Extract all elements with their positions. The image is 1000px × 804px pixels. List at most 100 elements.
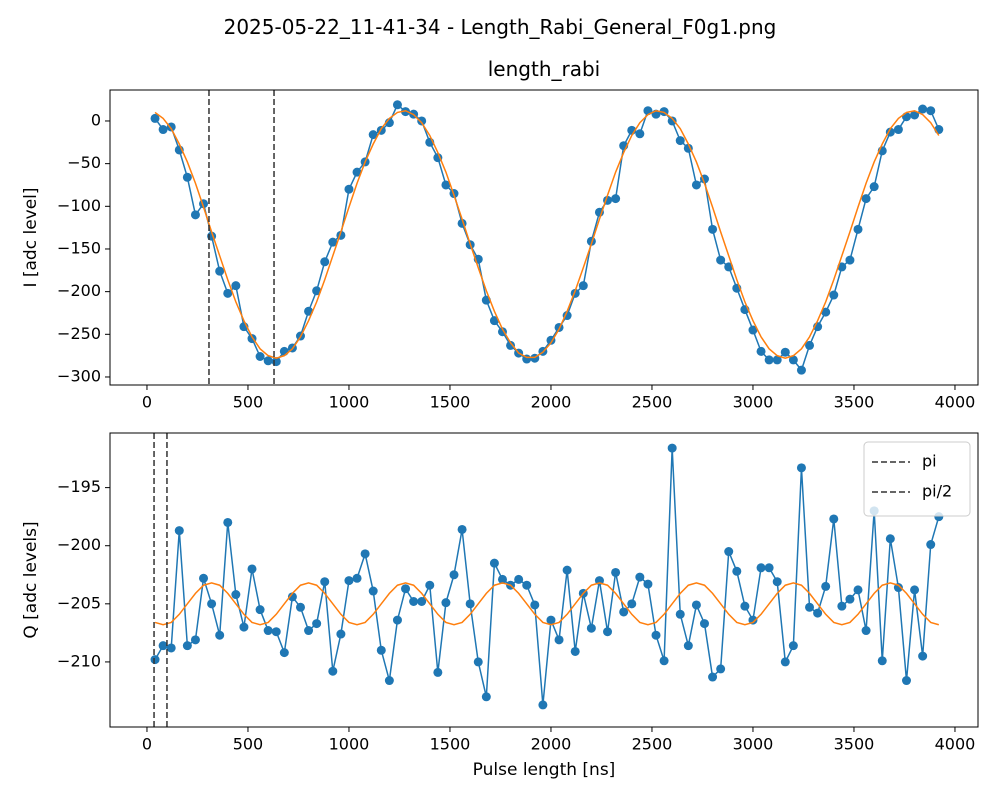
axes-frame (109, 89, 979, 386)
data-point (796, 365, 806, 375)
x-tick-label: 500 (233, 735, 264, 754)
data-point (554, 635, 564, 645)
data-point (263, 356, 273, 366)
data-point (651, 630, 661, 640)
data-point (910, 585, 920, 595)
data-point (659, 656, 669, 666)
x-tick-label: 3000 (733, 393, 774, 412)
data-point (522, 580, 532, 590)
y-tick-label: −50 (67, 153, 101, 172)
data-point (748, 325, 758, 335)
data-point (691, 180, 701, 190)
data-point (788, 355, 798, 365)
data-point (627, 599, 637, 609)
data-point (861, 194, 871, 204)
data-point (352, 573, 362, 583)
x-tick-label: 500 (233, 393, 264, 412)
data-point (392, 100, 402, 110)
data-point (336, 629, 346, 639)
data-point (158, 641, 168, 651)
data-point (845, 594, 855, 604)
data-point (279, 346, 289, 356)
data-point (635, 129, 645, 139)
data-point (813, 608, 823, 618)
data-point (182, 172, 192, 182)
data-point (150, 113, 160, 123)
data-point (732, 566, 742, 576)
y-tick-label: −200 (57, 281, 101, 300)
data-point (691, 600, 701, 610)
x-tick-label: 3000 (733, 735, 774, 754)
data-point (885, 534, 895, 544)
data-point (877, 656, 887, 666)
data-point (433, 667, 443, 677)
data-point (611, 194, 621, 204)
data-point (570, 646, 580, 656)
y-axis-label: Q [adc levels] (21, 521, 41, 638)
data-point (150, 655, 160, 665)
x-tick-label: 1500 (430, 735, 471, 754)
data-point (215, 630, 225, 640)
data-point (312, 286, 322, 296)
data-point (635, 572, 645, 582)
data-point (821, 581, 831, 591)
data-point (853, 585, 863, 595)
data-point (772, 577, 782, 587)
data-point (716, 255, 726, 265)
data-point (215, 266, 225, 276)
data-point (603, 627, 613, 637)
x-tick-label: 1500 (430, 393, 471, 412)
data-point (182, 641, 192, 651)
data-point (821, 307, 831, 317)
data-point (667, 116, 677, 126)
data-point (247, 564, 257, 574)
series-line (154, 103, 940, 372)
data-point (756, 346, 766, 356)
data-point (368, 586, 378, 596)
data-point (910, 110, 920, 120)
data-point (360, 549, 370, 559)
data-point (716, 664, 726, 674)
data-point (409, 596, 419, 606)
x-tick-label: 2000 (531, 393, 572, 412)
data-point (465, 599, 475, 609)
data-point (344, 184, 354, 194)
data-point (756, 563, 766, 573)
data-point (304, 626, 314, 636)
data-point (562, 565, 572, 575)
y-axis-label: I [adc level] (21, 187, 41, 287)
data-point (578, 281, 588, 291)
data-point (805, 602, 815, 612)
data-point (926, 540, 936, 550)
data-point (489, 316, 499, 326)
axes-title: length_rabi (488, 57, 600, 81)
data-point (788, 641, 798, 651)
data-point (344, 576, 354, 586)
y-tick-label: −210 (57, 651, 101, 670)
y-tick-label: −200 (57, 535, 101, 554)
data-point (287, 592, 297, 602)
x-tick-label: 0 (142, 393, 152, 412)
data-point (708, 672, 718, 682)
data-point (384, 676, 394, 686)
data-point (401, 107, 411, 117)
data-point (675, 136, 685, 146)
series-line (154, 582, 940, 626)
data-point (861, 626, 871, 636)
data-point (239, 622, 249, 632)
x-tick-label: 1000 (329, 393, 370, 412)
data-point (918, 651, 928, 661)
data-point (829, 290, 839, 300)
x-tick-label: 1000 (329, 735, 370, 754)
data-point (546, 615, 556, 625)
data-point (231, 281, 241, 291)
data-point (643, 579, 653, 589)
x-tick-label: 2000 (531, 735, 572, 754)
data-point (376, 645, 386, 655)
x-tick-label: 4000 (935, 735, 976, 754)
data-point (295, 602, 305, 612)
data-point (764, 355, 774, 365)
data-point (918, 104, 928, 114)
data-point (320, 577, 330, 587)
